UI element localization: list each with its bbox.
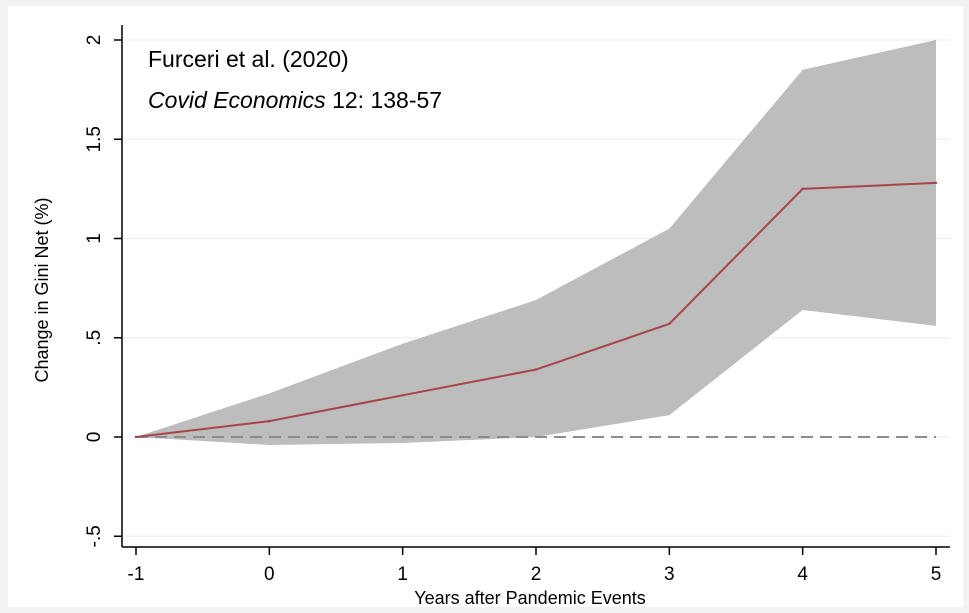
series-point [268, 419, 271, 423]
journal-volume-pages: 12: 138-57 [325, 87, 443, 113]
series-point [934, 181, 938, 185]
series-point [401, 394, 404, 397]
x-tick-label: 0 [264, 564, 275, 585]
series-point [134, 435, 138, 439]
y-tick-label: 0 [84, 432, 105, 443]
x-axis-label: Years after Pandemic Events [414, 588, 645, 608]
series-points [134, 181, 938, 439]
journal-name: Covid Economics [148, 87, 326, 113]
confidence-band [136, 40, 936, 445]
y-tick-label: 1.5 [84, 126, 105, 152]
x-ticks: -1 0 1 2 3 4 5 [128, 547, 942, 585]
y-tick-label: 1 [84, 233, 105, 244]
x-tick-label: 5 [931, 564, 942, 585]
citation-author-text: Furceri et al. (2020) [148, 46, 349, 72]
y-tick-label: 2 [84, 35, 105, 46]
y-ticks: -.5 0 .5 1 1.5 2 [84, 35, 122, 547]
x-tick-label: 2 [531, 564, 542, 585]
x-tick-label: 3 [664, 564, 675, 585]
series-point [801, 187, 804, 191]
x-tick-label: -1 [128, 564, 145, 585]
y-axis-label: Change in Gini Net (%) [32, 197, 52, 382]
x-tick-label: 1 [397, 564, 408, 585]
y-tick-label: .5 [84, 330, 105, 346]
citation-author: Furceri et al. (2020) [148, 46, 349, 73]
citation-journal: Covid Economics 12: 138-57 [148, 87, 442, 114]
series-point [668, 322, 671, 326]
y-tick-label: -.5 [84, 525, 105, 547]
series-point [534, 368, 538, 371]
x-tick-label: 4 [797, 564, 808, 585]
